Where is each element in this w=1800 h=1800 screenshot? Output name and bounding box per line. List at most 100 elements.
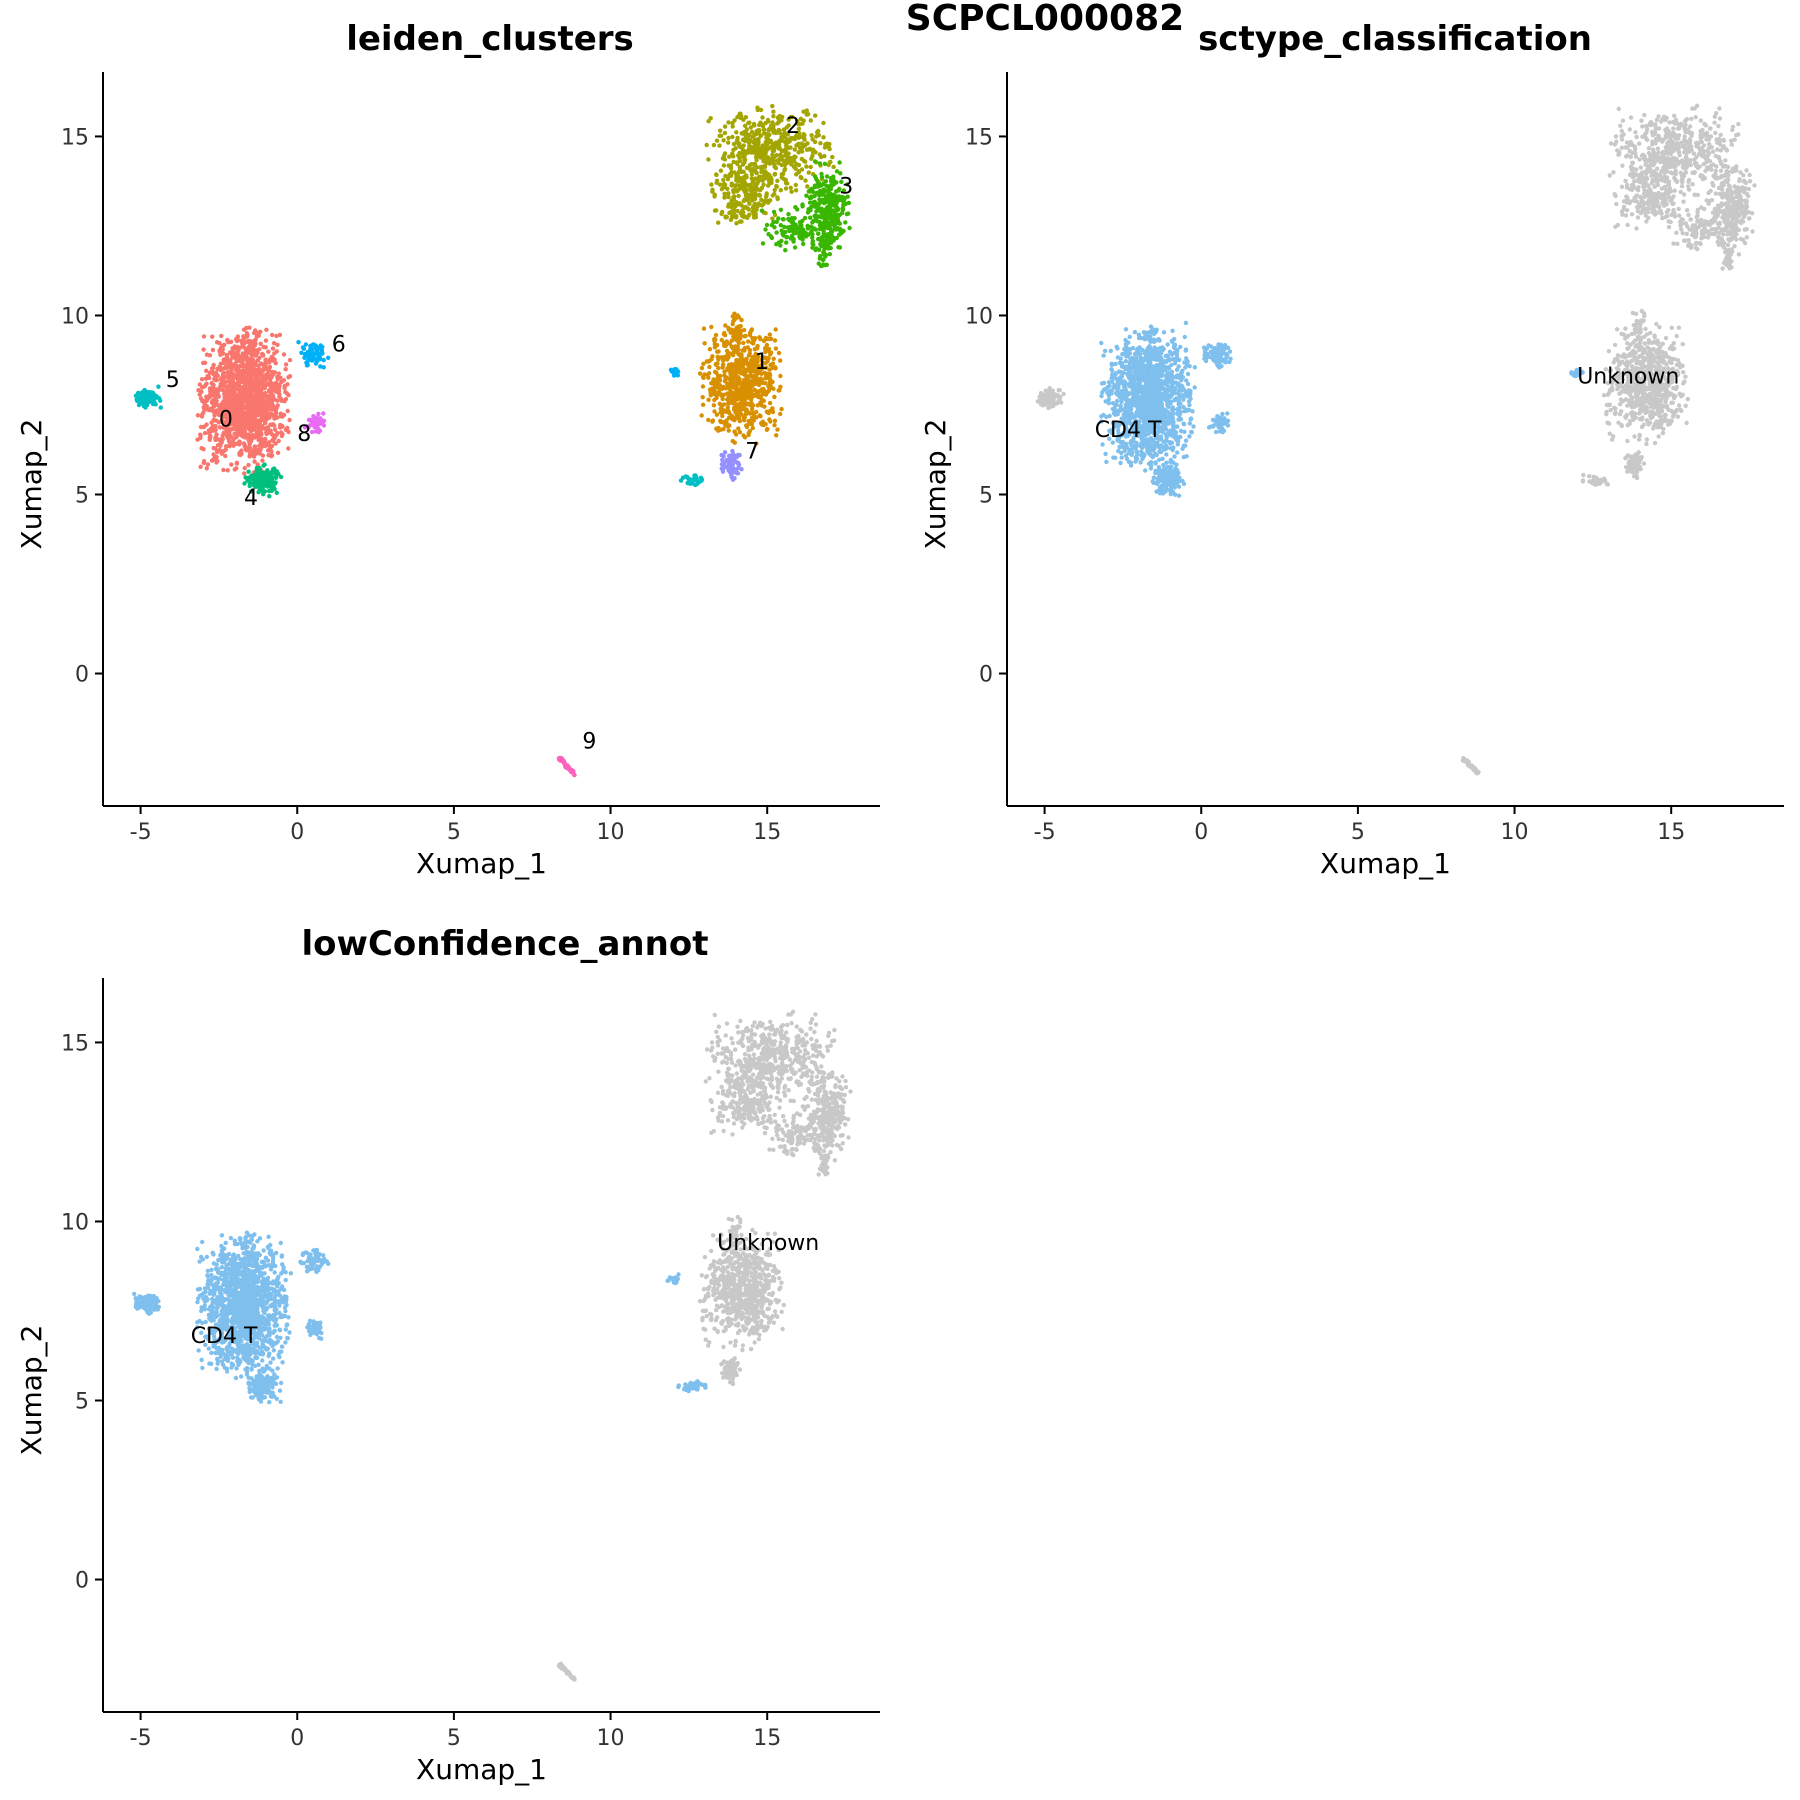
cell-point: [1640, 124, 1645, 129]
cell-point: [740, 348, 745, 353]
cell-point: [819, 154, 824, 160]
cell-point: [749, 407, 755, 412]
cell-point: [740, 389, 745, 394]
cell-point: [1679, 394, 1684, 399]
cell-point: [1651, 396, 1656, 402]
cell-point: [1658, 418, 1663, 423]
cell-point: [245, 424, 250, 430]
cell-point: [276, 438, 281, 444]
cell-point: [249, 437, 254, 442]
cell-point: [726, 140, 731, 145]
cell-point: [824, 174, 830, 179]
cell-point: [821, 198, 826, 203]
cell-point: [232, 441, 238, 446]
cell-point: [760, 241, 766, 246]
cell-point: [1634, 343, 1640, 348]
cell-point: [821, 215, 826, 220]
cell-point: [804, 164, 809, 169]
cell-point: [240, 396, 246, 402]
cell-point: [748, 125, 753, 130]
cell-point: [693, 482, 698, 488]
cell-point: [775, 115, 781, 120]
cell-point: [260, 423, 265, 429]
y-tick-label: 5: [75, 483, 89, 508]
cell-point: [261, 353, 266, 358]
cell-point: [255, 462, 260, 467]
cell-point: [763, 170, 769, 176]
cell-point: [797, 220, 803, 225]
cell-point: [213, 377, 218, 383]
cell-point: [1704, 130, 1710, 136]
cell-point: [1630, 160, 1636, 166]
cell-point: [792, 216, 797, 221]
cell-point: [287, 357, 293, 363]
cell-point: [227, 383, 232, 388]
cell-point: [1644, 399, 1649, 404]
cell-point: [265, 479, 270, 484]
cell-point: [1607, 421, 1612, 426]
cell-point: [234, 358, 239, 363]
cell-point: [809, 228, 814, 234]
cell-point: [709, 324, 714, 330]
cell-point: [1669, 325, 1675, 330]
cell-point: [1619, 145, 1625, 150]
cell-point: [1616, 106, 1622, 112]
cell-point: [1643, 350, 1648, 355]
cell-point: [268, 406, 274, 412]
cell-point: [210, 389, 215, 395]
cell-point: [248, 344, 253, 350]
cell-point: [252, 417, 258, 422]
cell-point: [270, 403, 275, 408]
cell-point: [213, 427, 218, 433]
cell-point: [744, 165, 750, 171]
cell-point: [1680, 363, 1685, 368]
cell-point: [765, 117, 771, 123]
cell-point: [819, 171, 824, 177]
cell-point: [1730, 124, 1736, 130]
cell-point: [738, 211, 743, 216]
cell-point: [771, 109, 776, 114]
cell-point: [714, 138, 720, 143]
cell-point: [739, 203, 744, 208]
cell-point: [1660, 430, 1666, 436]
cell-point: [841, 202, 846, 208]
cluster-label: 4: [244, 486, 258, 511]
cell-point: [732, 476, 737, 481]
cell-point: [766, 410, 771, 416]
cell-point: [244, 353, 249, 358]
cell-point: [722, 130, 728, 136]
cell-point: [1608, 141, 1614, 146]
cell-point: [1623, 397, 1629, 402]
cell-point: [733, 215, 739, 220]
cell-point: [1638, 165, 1644, 170]
cell-point: [771, 123, 776, 128]
cell-point: [699, 413, 704, 418]
cell-point: [231, 418, 236, 423]
cell-point: [716, 349, 721, 354]
cell-point: [759, 197, 764, 202]
y-tick-label: 0: [75, 663, 89, 688]
cell-point: [1667, 418, 1672, 424]
cell-point: [272, 386, 277, 392]
cell-point: [279, 398, 284, 403]
cell-point: [731, 188, 736, 193]
cell-point: [1619, 423, 1625, 429]
cell-point: [1614, 327, 1620, 332]
cell-point: [726, 191, 731, 196]
cell-point: [773, 366, 778, 371]
cell-point: [716, 220, 721, 225]
cell-point: [830, 154, 835, 160]
cell-point: [801, 109, 806, 114]
cell-point: [257, 347, 262, 352]
cell-point: [209, 366, 215, 371]
cell-point: [1655, 146, 1661, 151]
cell-point: [773, 165, 779, 171]
cell-point: [254, 451, 260, 456]
cell-point: [270, 346, 276, 351]
cell-point: [789, 162, 794, 167]
cell-point: [706, 397, 711, 402]
cell-point: [230, 348, 235, 354]
cell-point: [779, 118, 784, 123]
cell-point: [707, 347, 713, 352]
cell-point: [1637, 141, 1642, 146]
